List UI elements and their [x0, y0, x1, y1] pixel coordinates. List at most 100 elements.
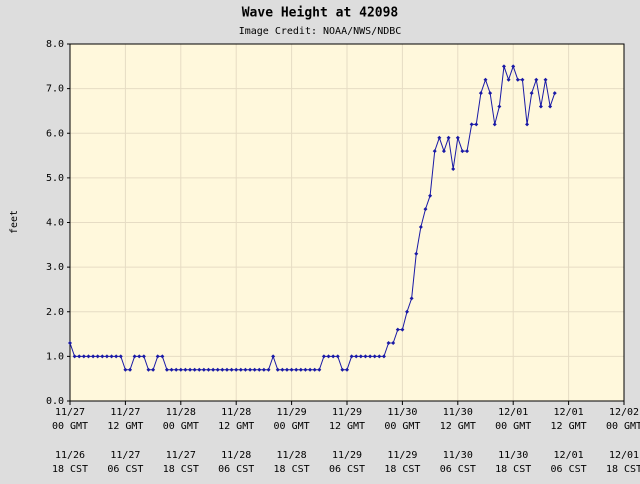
x-tick-label: 12/01	[554, 407, 584, 418]
x-tick-label: 00 GMT	[163, 421, 199, 432]
local-time-label: 12/01	[609, 450, 639, 461]
x-tick-label: 00 GMT	[52, 421, 88, 432]
data-point	[492, 122, 497, 127]
x-tick-label: 12/01	[498, 407, 528, 418]
data-point	[248, 367, 253, 372]
data-point	[81, 354, 86, 359]
data-point	[543, 77, 548, 82]
y-tick-label: 1.0	[46, 351, 64, 362]
x-tick-label: 12/02	[609, 407, 639, 418]
data-point	[552, 91, 557, 96]
y-tick-label: 6.0	[46, 128, 64, 139]
data-point	[451, 166, 456, 171]
local-time-label: 18 CST	[163, 464, 199, 475]
data-point	[109, 354, 114, 359]
data-point	[137, 354, 142, 359]
data-point	[372, 354, 377, 359]
data-point	[455, 135, 460, 140]
data-point	[229, 367, 234, 372]
data-point	[368, 354, 373, 359]
data-point	[68, 340, 72, 345]
data-point	[520, 77, 525, 82]
local-time-label: 06 CST	[440, 464, 476, 475]
data-point	[266, 367, 271, 372]
data-point	[428, 193, 433, 198]
local-time-label: 11/30	[443, 450, 473, 461]
data-point	[548, 104, 553, 109]
x-tick-label: 00 GMT	[495, 421, 531, 432]
data-point	[155, 354, 160, 359]
local-time-label: 11/28	[277, 450, 307, 461]
data-point	[418, 224, 423, 229]
data-point	[446, 135, 451, 140]
data-point	[340, 367, 345, 372]
data-point	[206, 367, 211, 372]
y-tick-label: 4.0	[46, 218, 64, 229]
local-time-label: 11/28	[221, 450, 251, 461]
data-point	[386, 340, 391, 345]
x-tick-label: 11/30	[387, 407, 417, 418]
data-point	[400, 327, 405, 332]
data-point	[211, 367, 216, 372]
data-point	[151, 367, 156, 372]
data-point	[294, 367, 299, 372]
data-point	[95, 354, 100, 359]
data-point	[243, 367, 248, 372]
data-point	[303, 367, 308, 372]
data-point	[381, 354, 386, 359]
data-point	[345, 367, 349, 372]
data-point	[414, 251, 419, 256]
local-time-label: 18 CST	[52, 464, 88, 475]
chart-subtitle: Image Credit: NOAA/NWS/NDBC	[239, 26, 402, 37]
x-tick-label: 11/28	[221, 407, 251, 418]
local-time-label: 06 CST	[107, 464, 143, 475]
local-time-label: 06 CST	[551, 464, 587, 475]
data-point	[132, 354, 137, 359]
data-point	[234, 367, 239, 372]
local-time-label: 18 CST	[384, 464, 420, 475]
data-point	[506, 77, 511, 82]
x-tick-label: 12 GMT	[551, 421, 587, 432]
local-time-label: 18 CST	[274, 464, 310, 475]
y-tick-label: 5.0	[46, 173, 64, 184]
data-point	[91, 354, 96, 359]
data-point	[160, 354, 165, 359]
data-point	[128, 367, 133, 372]
data-point	[497, 104, 502, 109]
data-point	[178, 367, 183, 372]
data-point	[238, 367, 243, 372]
chart-title: Wave Height at 42098	[242, 6, 399, 21]
data-point	[423, 207, 428, 212]
x-tick-label: 00 GMT	[606, 421, 640, 432]
data-point	[188, 367, 193, 372]
data-point	[169, 367, 174, 372]
data-point	[261, 367, 266, 372]
data-point	[409, 296, 414, 301]
x-tick-label: 12 GMT	[440, 421, 476, 432]
data-point	[432, 149, 437, 154]
x-tick-label: 12 GMT	[329, 421, 365, 432]
x-tick-label: 11/27	[110, 407, 140, 418]
data-point	[257, 367, 262, 372]
local-time-label: 11/27	[166, 450, 196, 461]
data-point	[335, 354, 340, 359]
data-point	[326, 354, 331, 359]
data-point	[224, 367, 229, 372]
data-point	[275, 367, 280, 372]
data-point	[469, 122, 474, 127]
data-point	[174, 367, 179, 372]
data-point	[114, 354, 119, 359]
local-time-label: 06 CST	[329, 464, 365, 475]
data-point	[483, 77, 488, 82]
data-point	[317, 367, 322, 372]
data-point	[377, 354, 382, 359]
data-point	[141, 354, 146, 359]
data-point	[354, 354, 359, 359]
data-point	[220, 367, 225, 372]
x-tick-label: 11/30	[443, 407, 473, 418]
x-tick-label: 11/29	[277, 407, 307, 418]
data-point	[331, 354, 336, 359]
data-point	[164, 367, 169, 372]
data-point	[529, 91, 534, 96]
